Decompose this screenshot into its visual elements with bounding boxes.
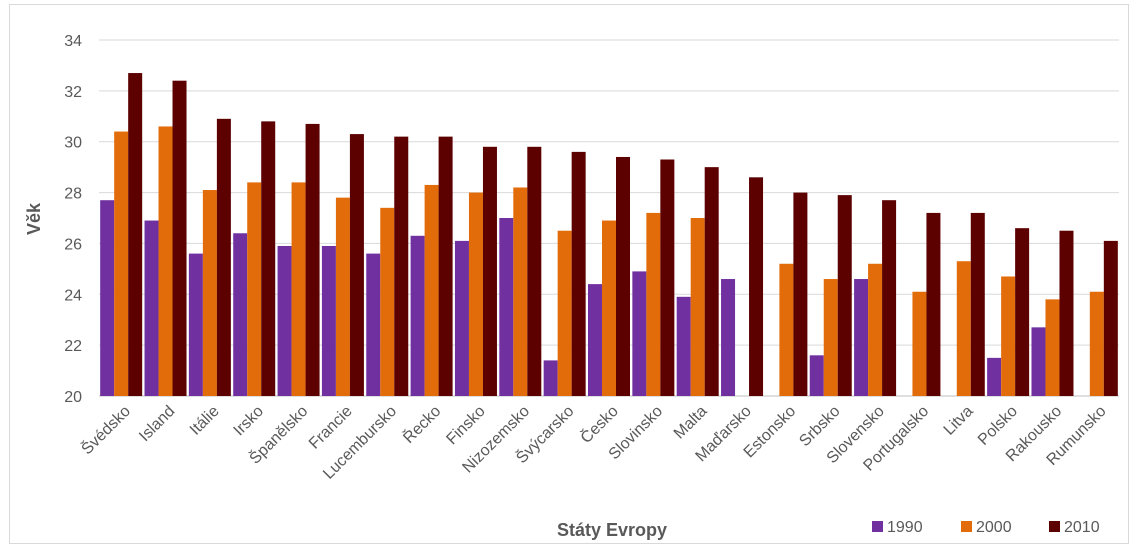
bar-2000	[513, 187, 528, 396]
bar-2000	[868, 263, 883, 396]
bar-2010	[394, 136, 409, 396]
y-tick-label: 26	[64, 236, 82, 253]
bar-2010	[970, 212, 985, 396]
bar-1990	[188, 253, 203, 396]
bar-2010	[660, 159, 675, 396]
bar-2000	[1001, 276, 1016, 396]
x-category-label: Česko	[576, 401, 622, 447]
bar-1990	[721, 279, 736, 396]
bar-2010	[349, 134, 364, 397]
bar-2000	[557, 230, 572, 396]
x-category-label: Litva	[941, 403, 977, 439]
bar-2000	[158, 126, 173, 396]
bar-2000	[114, 131, 129, 397]
x-axis-categories: Švédsko Island Itálie IrskoŠpanělskoFrancie…	[77, 401, 1110, 482]
y-tick-label: 30	[64, 135, 82, 152]
bar-2000	[912, 291, 927, 396]
bar-1990	[233, 233, 248, 396]
bar-1990	[987, 357, 1002, 396]
bar-1990	[321, 245, 336, 396]
bar-2000	[690, 218, 705, 396]
bar-2010	[571, 151, 586, 396]
bar-2010	[926, 212, 941, 396]
y-tick-label: 28	[64, 186, 82, 203]
bar-2010	[616, 156, 630, 396]
legend-label-1990: 1990	[887, 519, 923, 536]
bar-2010	[128, 73, 143, 397]
legend-label-2000: 2000	[976, 519, 1012, 536]
y-tick-label: 32	[64, 84, 82, 101]
bar-2010	[305, 123, 320, 397]
x-axis-title: Státy Evropy	[557, 520, 667, 540]
bar-2010	[261, 121, 276, 396]
bar-2000	[779, 263, 794, 396]
x-category-label: Itálie	[187, 403, 223, 439]
bar-1990	[144, 220, 159, 396]
bar-2010	[438, 136, 453, 396]
bar-2010	[1103, 240, 1118, 396]
bar-2000	[335, 197, 350, 396]
bar-2010	[527, 146, 542, 396]
legend-swatch-2000	[961, 521, 972, 532]
legend: 1990 2000 2010	[872, 519, 1100, 536]
bar-2010	[882, 200, 897, 396]
bar-1990	[809, 355, 824, 396]
x-category-label: Island	[136, 403, 178, 445]
bar-1990	[854, 279, 869, 396]
bar-2010	[482, 146, 497, 396]
bar-2010	[793, 192, 808, 396]
y-axis-ticks: 20 22 24 26 28 30 32 34	[64, 33, 82, 406]
bar-1990	[454, 240, 469, 396]
bar-2010	[172, 80, 187, 396]
bar-2010	[1015, 228, 1030, 396]
bar-1990	[410, 235, 425, 396]
x-category-label: Irsko	[231, 403, 268, 440]
y-tick-label: 24	[64, 287, 82, 304]
bar-2010	[837, 195, 852, 396]
bar-2010	[216, 118, 231, 396]
x-category-label: Malta	[671, 403, 711, 443]
x-category-label: Řecko	[399, 401, 445, 447]
bar-2000	[202, 190, 217, 396]
y-tick-label: 34	[64, 33, 82, 50]
y-axis-title: Věk	[24, 202, 44, 235]
bar-2000	[468, 192, 483, 396]
bar-1990	[277, 245, 292, 396]
bar-2000	[1089, 291, 1104, 396]
x-category-label: Švédsko	[77, 401, 134, 458]
legend-swatch-2010	[1049, 521, 1060, 532]
bar-2010	[1059, 230, 1074, 396]
bar-1990	[676, 296, 691, 396]
bar-2000	[380, 207, 395, 396]
bar-1990	[100, 200, 115, 396]
bar-2000	[646, 212, 661, 396]
bar-2010	[704, 167, 719, 396]
bar-1990	[1031, 327, 1046, 396]
legend-label-2010: 2010	[1064, 519, 1100, 536]
y-tick-label: 20	[64, 389, 82, 406]
bar-1990	[632, 271, 647, 396]
bar-2000	[602, 220, 616, 396]
bar-1990	[588, 284, 602, 396]
bar-2000	[1045, 299, 1060, 396]
bar-1990	[499, 218, 514, 396]
bars	[100, 73, 1118, 397]
bar-1990	[543, 360, 558, 396]
bar-2000	[247, 182, 262, 396]
bar-2000	[424, 184, 439, 396]
bar-2000	[291, 182, 306, 396]
y-tick-label: 22	[64, 338, 82, 355]
bar-2010	[749, 177, 764, 396]
bar-2000	[956, 261, 971, 396]
bar-1990	[366, 253, 381, 396]
bar-2000	[823, 279, 838, 396]
legend-swatch-1990	[872, 521, 883, 532]
